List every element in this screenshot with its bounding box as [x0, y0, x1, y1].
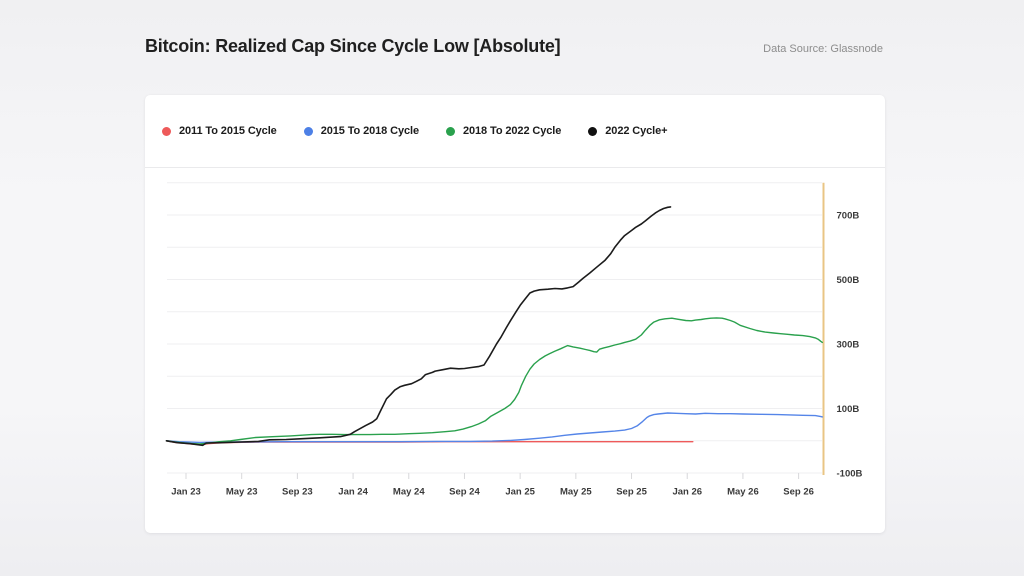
legend-dot-icon — [303, 126, 313, 136]
chart-card: 2011 To 2015 Cycle 2015 To 2018 Cycle 20… — [145, 95, 885, 533]
legend-item-label: 2015 To 2018 Cycle — [320, 125, 419, 137]
svg-text:May 25: May 25 — [560, 487, 592, 498]
legend-item-2018-2022-cycle[interactable]: 2018 To 2022 Cycle — [445, 125, 562, 137]
page-title: Bitcoin: Realized Cap Since Cycle Low [A… — [145, 36, 561, 56]
svg-text:300B: 300B — [837, 340, 860, 351]
svg-text:Sep 24: Sep 24 — [449, 487, 480, 498]
svg-text:500B: 500B — [837, 275, 860, 286]
realized-cap-line-chart[interactable]: 700B 500B 300B 100B -100B Jan 23 May 23 Sep 23 J… — [145, 168, 885, 533]
chart-plot-area[interactable]: 700B 500B 300B 100B -100B Jan 23 May 23 Sep 23 J… — [145, 168, 885, 533]
legend-dot-icon — [588, 126, 598, 136]
svg-text:Jan 26: Jan 26 — [672, 487, 702, 498]
svg-text:Sep 26: Sep 26 — [783, 487, 814, 498]
svg-text:May 23: May 23 — [226, 487, 258, 498]
svg-text:-100B: -100B — [837, 469, 863, 480]
svg-text:Jan 25: Jan 25 — [505, 487, 535, 498]
legend-item-label: 2011 To 2015 Cycle — [179, 125, 277, 137]
legend-item-2022-cycle-plus[interactable]: 2022 Cycle+ — [588, 125, 668, 137]
legend-dot-icon — [162, 126, 171, 136]
legend-dot-icon — [445, 126, 455, 136]
svg-text:Sep 25: Sep 25 — [616, 487, 647, 498]
page-header: Bitcoin: Realized Cap Since Cycle Low [A… — [145, 36, 883, 57]
svg-text:Jan 23: Jan 23 — [171, 487, 201, 498]
legend-item-label: 2018 To 2022 Cycle — [462, 125, 562, 137]
chart-legend: 2011 To 2015 Cycle 2015 To 2018 Cycle 20… — [145, 95, 885, 168]
legend-item-2011-2015-cycle[interactable]: 2011 To 2015 Cycle — [162, 125, 277, 137]
svg-text:700B: 700B — [837, 211, 860, 222]
svg-text:Sep 23: Sep 23 — [282, 487, 313, 498]
legend-item-2015-2018-cycle[interactable]: 2015 To 2018 Cycle — [303, 125, 419, 137]
legend-item-label: 2022 Cycle+ — [605, 125, 668, 137]
svg-text:May 24: May 24 — [393, 487, 425, 498]
data-source-label: Data Source: Glassnode — [763, 43, 883, 55]
svg-text:May 26: May 26 — [727, 487, 759, 498]
svg-text:100B: 100B — [837, 404, 860, 415]
svg-text:Jan 24: Jan 24 — [338, 487, 368, 498]
